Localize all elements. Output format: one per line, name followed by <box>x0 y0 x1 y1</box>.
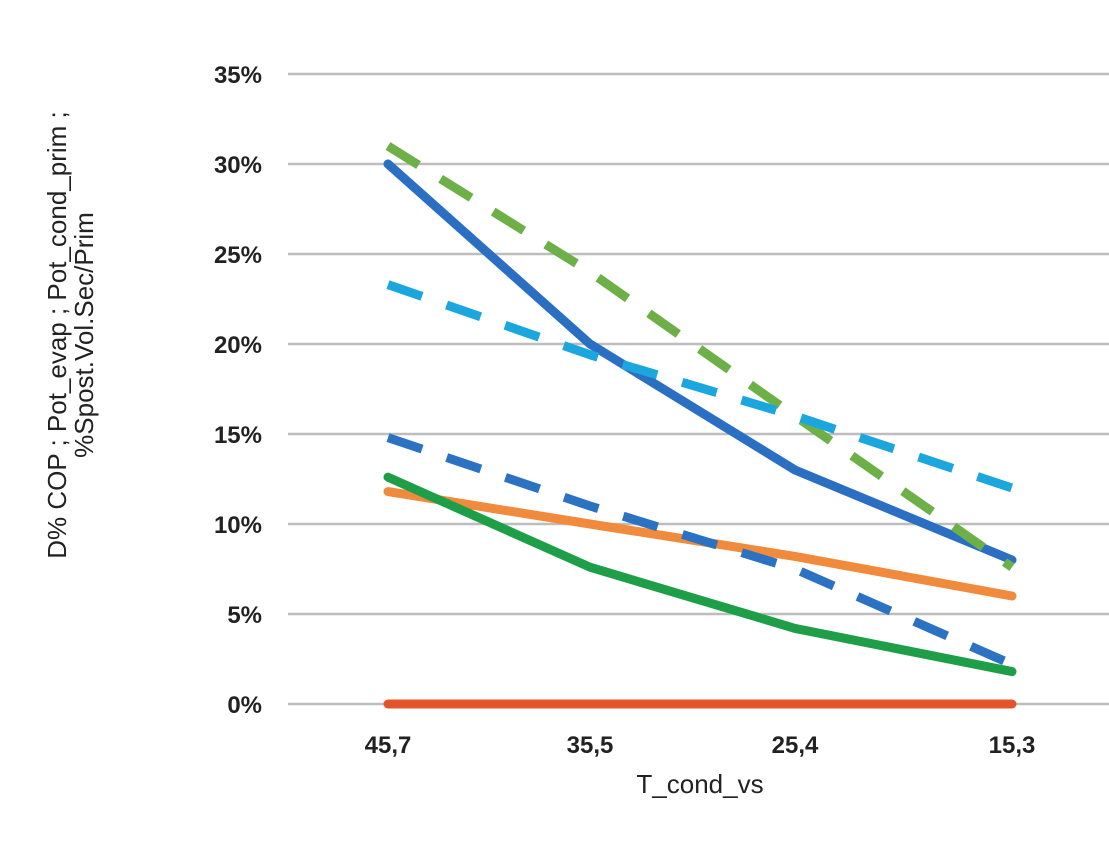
x-tick-label: 15,3 <box>989 732 1036 759</box>
series-line-7 <box>386 433 1014 669</box>
y-tick-label: 30% <box>214 152 262 179</box>
x-axis-title: T_cond_vs <box>636 769 763 799</box>
y-tick-label: 0% <box>227 692 262 719</box>
x-axis-ticks: 45,7 35,5 25,4 15,3 <box>365 732 1036 759</box>
y-tick-label: 35% <box>214 62 262 89</box>
y-axis-title-line-2: %Spost.Vol.Sec/Prim <box>69 212 99 458</box>
y-tick-label: 5% <box>227 602 262 629</box>
y-tick-label: 20% <box>214 332 262 359</box>
x-tick-label: 25,4 <box>772 732 819 759</box>
y-axis-ticks: 0% 5% 10% 15% 20% 25% 30% 35% <box>214 62 262 719</box>
y-axis-title-line-1: D% COP ; Pot_evap ; Pot_cond_prim ; <box>42 111 72 559</box>
x-tick-label: 45,7 <box>365 732 412 759</box>
y-tick-label: 10% <box>214 512 262 539</box>
gridlines <box>288 72 1109 706</box>
y-tick-label: 25% <box>214 242 262 269</box>
y-tick-label: 15% <box>214 422 262 449</box>
series-lines <box>383 142 1017 709</box>
series-line-3 <box>383 472 1017 677</box>
series-line-5 <box>385 142 1015 571</box>
series-line-4 <box>383 159 1017 565</box>
y-axis-title: D% COP ; Pot_evap ; Pot_cond_prim ; %Spo… <box>42 111 99 559</box>
series-line-6 <box>386 280 1014 493</box>
x-tick-label: 35,5 <box>567 732 614 759</box>
